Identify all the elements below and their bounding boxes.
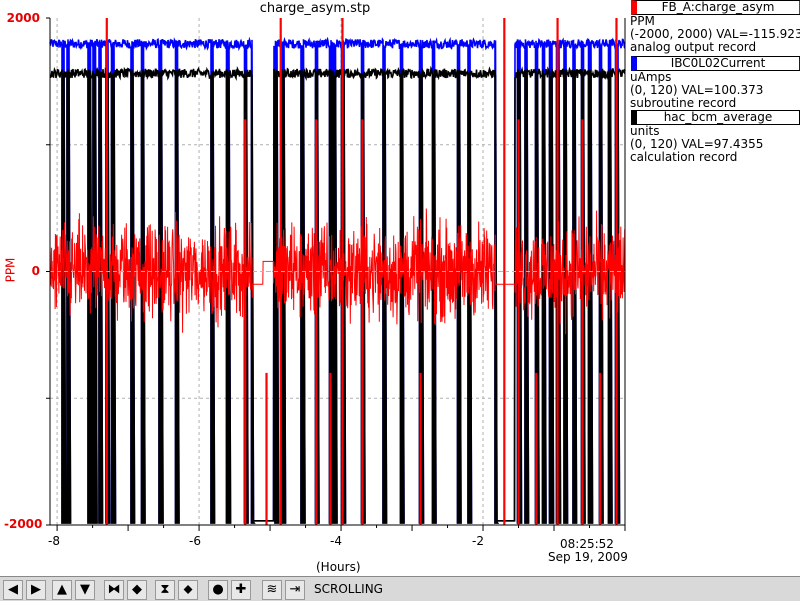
end-date-label: Sep 19, 2009 (548, 550, 628, 564)
expand-vertical-icon[interactable]: ⬥ (178, 580, 198, 600)
arrow-left-icon[interactable]: ◀ (3, 580, 23, 600)
chart-title: charge_asym.stp (259, 1, 371, 16)
circle-icon[interactable]: ● (208, 580, 228, 600)
series-line-charge-asym (49, 208, 626, 335)
legend-entry-bcm-average[interactable]: hac_bcm_average units (0, 120) VAL=97.43… (630, 110, 800, 164)
legend-record-type: subroutine record (630, 96, 737, 110)
x-tick-label: -2 (472, 534, 484, 548)
legend-range-value: (0, 120) VAL=100.373 (630, 83, 764, 97)
compress-horizontal-icon[interactable]: ⧓ (104, 580, 124, 600)
legend-units: PPM (630, 14, 655, 28)
legend-entry-charge-asym[interactable]: FB_A:charge_asym PPM (-2000, 2000) VAL=-… (630, 0, 800, 54)
arrow-up-icon[interactable]: ▲ (52, 580, 72, 600)
arrow-down-icon[interactable]: ▼ (75, 580, 95, 600)
x-axis-label: (Hours) (316, 560, 361, 574)
scroll-mode-icon[interactable]: ≋ (262, 580, 282, 600)
mode-label: SCROLLING (314, 582, 383, 596)
y-tick-label: 0 (31, 264, 40, 278)
expand-horizontal-icon[interactable]: ◆ (127, 580, 147, 600)
legend-series-name[interactable]: hac_bcm_average (631, 110, 800, 125)
y-tick-label: -2000 (4, 517, 43, 531)
end-time-label: 08:25:52 (560, 537, 614, 551)
series-line-bcm-average (49, 65, 626, 524)
arrow-right-icon[interactable]: ▶ (26, 580, 46, 600)
y-tick-label: 2000 (6, 11, 40, 25)
legend-units: units (630, 124, 660, 138)
x-tick-label: -4 (330, 534, 342, 548)
x-tick-label: -8 (48, 534, 60, 548)
legend-record-type: analog output record (630, 40, 757, 54)
legend-range-value: (-2000, 2000) VAL=-115.923 (630, 27, 800, 41)
legend-record-type: calculation record (630, 150, 738, 164)
legend-series-name[interactable]: IBC0L02Current (631, 56, 800, 71)
x-tick-label: -6 (189, 534, 201, 548)
plus-icon[interactable]: ✚ (231, 580, 251, 600)
y-axis-label: PPM (3, 257, 18, 283)
legend-units: uAmps (630, 70, 672, 84)
export-icon[interactable]: ⇥ (285, 580, 305, 600)
legend-series-name[interactable]: FB_A:charge_asym (631, 0, 800, 15)
stripchart-plot (46, 17, 626, 531)
toolbar: ◀ ▶ ▲ ▼ ⧓ ◆ ⧗ ⬥ ● ✚ ≋ ⇥ SCROLLING (0, 576, 800, 601)
compress-vertical-icon[interactable]: ⧗ (155, 580, 175, 600)
legend-range-value: (0, 120) VAL=97.4355 (630, 137, 764, 151)
legend-entry-ibc-current[interactable]: IBC0L02Current uAmps (0, 120) VAL=100.37… (630, 56, 800, 110)
